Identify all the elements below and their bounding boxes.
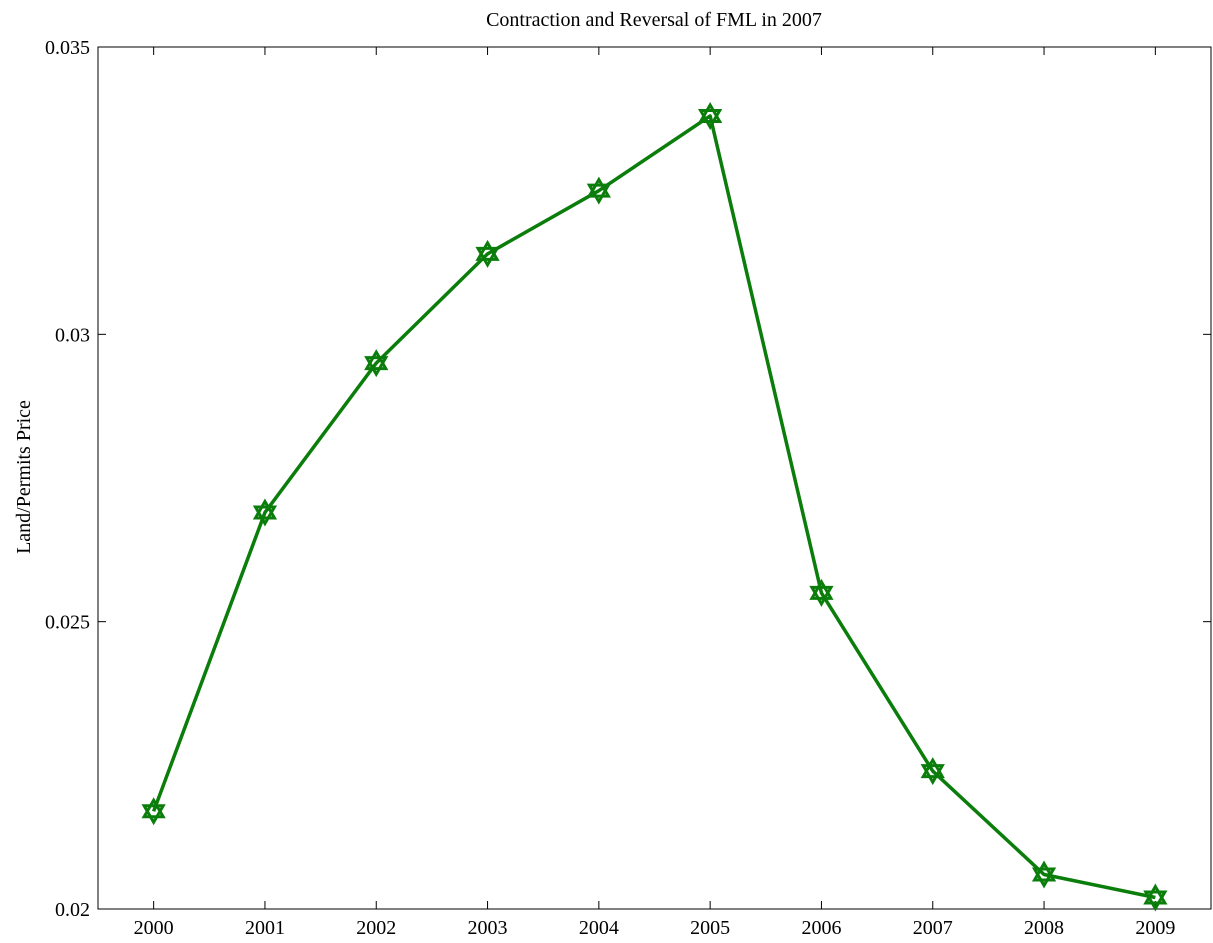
hexagram-triangle: [252, 498, 278, 520]
data-point: [475, 239, 500, 268]
data-point: [364, 349, 389, 378]
data-point: [698, 101, 723, 130]
x-tick-label: 2000: [134, 917, 174, 939]
x-tick-label: 2004: [579, 917, 619, 939]
hexagram-triangle: [364, 356, 389, 378]
data-point: [141, 797, 166, 826]
series-group: [141, 101, 1168, 912]
hexagram-triangle: [698, 108, 723, 130]
hexagram-triangle: [252, 505, 278, 527]
hexagram-triangle: [920, 764, 945, 786]
axis-ticks: [98, 46, 1211, 910]
y-tick-label: 0.03: [55, 324, 90, 346]
hexagram-triangle: [1031, 867, 1057, 889]
data-point: [1143, 883, 1168, 912]
x-tick-label: 2003: [468, 917, 508, 939]
plot-area-frame: [97, 46, 1212, 910]
hexagram-triangle: [141, 804, 166, 826]
y-tick-labels: 0.02 0.025 0.03 0.035: [45, 37, 90, 921]
x-tick-label: 2002: [356, 917, 396, 939]
hexagram-triangle: [475, 246, 500, 268]
hexagram-triangle: [809, 578, 834, 600]
x-tick-label: 2008: [1024, 917, 1064, 939]
data-point: [809, 578, 834, 607]
hexagram-triangle: [586, 183, 611, 205]
y-tick-label: 0.035: [45, 37, 90, 59]
data-point: [1031, 860, 1057, 889]
y-axis-label: Land/Permits Price: [13, 400, 35, 554]
hexagram-triangle: [1143, 883, 1168, 905]
hexagram-triangle: [364, 349, 389, 371]
data-point: [252, 498, 278, 527]
x-tick-label: 2009: [1135, 917, 1175, 939]
hexagram-triangle: [920, 757, 945, 779]
x-tick-labels: 2000 2001 2002 2003 2004 2005 2006 2007 2008 2009: [134, 917, 1176, 939]
data-point: [920, 757, 945, 786]
x-tick-label: 2007: [913, 917, 953, 939]
hexagram-triangle: [141, 797, 166, 819]
hexagram-triangle: [586, 176, 611, 198]
y-tick-label: 0.025: [45, 612, 90, 634]
hexagram-triangle: [1031, 860, 1057, 882]
y-tick-label: 0.02: [55, 899, 90, 921]
chart-title: Contraction and Reversal of FML in 2007: [486, 9, 822, 31]
hexagram-triangle: [1143, 890, 1168, 912]
series-line: [152, 114, 1156, 900]
hexagram-triangle: [475, 239, 500, 261]
x-tick-label: 2006: [801, 917, 841, 939]
hexagram-triangle: [698, 101, 723, 123]
x-tick-label: 2005: [690, 917, 730, 939]
hexagram-triangle: [809, 585, 834, 607]
data-point: [586, 176, 611, 205]
x-tick-label: 2001: [245, 917, 285, 939]
